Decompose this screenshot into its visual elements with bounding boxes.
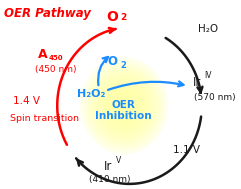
- Text: O: O: [107, 55, 117, 68]
- Ellipse shape: [82, 59, 166, 152]
- Ellipse shape: [84, 61, 164, 150]
- Text: (570 nm): (570 nm): [194, 93, 236, 102]
- Text: 450: 450: [48, 55, 63, 61]
- Text: (450 nm): (450 nm): [35, 65, 77, 74]
- Text: OER Pathway: OER Pathway: [4, 7, 90, 20]
- Text: 1.1 V: 1.1 V: [173, 145, 200, 155]
- Text: OER
Inhibition: OER Inhibition: [95, 100, 151, 121]
- Text: 2: 2: [121, 13, 127, 22]
- Text: Ir: Ir: [103, 160, 112, 173]
- Text: 2: 2: [121, 61, 127, 70]
- Text: H₂O₂: H₂O₂: [77, 89, 105, 99]
- Text: A: A: [38, 48, 47, 61]
- Text: H₂O: H₂O: [199, 24, 219, 34]
- Text: V: V: [116, 156, 122, 165]
- Text: 1.4 V: 1.4 V: [13, 96, 40, 106]
- Text: (410 nm): (410 nm): [89, 175, 131, 184]
- Ellipse shape: [80, 57, 168, 154]
- Text: O: O: [106, 10, 118, 24]
- Text: IV: IV: [204, 71, 211, 80]
- Text: Ir: Ir: [193, 76, 201, 89]
- Text: Spin transition: Spin transition: [10, 114, 79, 123]
